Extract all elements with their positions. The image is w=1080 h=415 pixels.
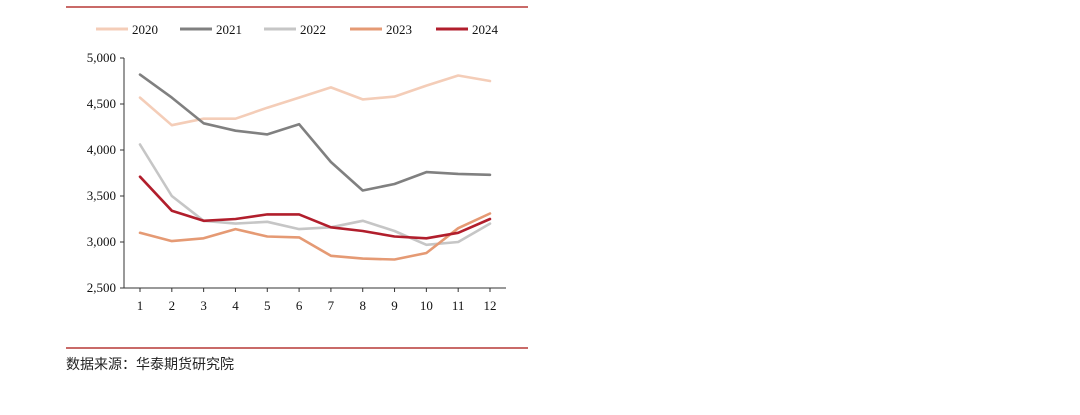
series-lines (138, 73, 492, 261)
legend-label-2021: 2021 (216, 22, 242, 37)
x-tick-label: 2 (169, 298, 176, 313)
series-line-2022 (138, 143, 492, 247)
legend: 2020 2021 2022 2023 2024 (96, 22, 499, 37)
y-tick-label: 2,500 (87, 280, 116, 295)
x-tick-label: 5 (264, 298, 271, 313)
series-line-2024 (138, 175, 492, 240)
y-tick-label: 3,500 (87, 188, 116, 203)
series-line-2023 (138, 212, 492, 261)
x-tick-label: 4 (232, 298, 239, 313)
x-tick-label: 7 (328, 298, 335, 313)
y-tick-label: 4,000 (87, 142, 116, 157)
top-divider (66, 6, 528, 8)
y-tick-label: 3,000 (87, 234, 116, 249)
y-tick-label: 5,000 (87, 50, 116, 65)
legend-label-2020: 2020 (132, 22, 158, 37)
x-tick-label: 3 (200, 298, 207, 313)
series-line-2021 (138, 73, 492, 192)
x-tick-label: 10 (420, 298, 433, 313)
legend-label-2024: 2024 (472, 22, 499, 37)
bottom-divider (66, 347, 528, 349)
x-tick-label: 9 (391, 298, 398, 313)
series-line-2020 (138, 74, 492, 127)
y-tick-label: 4,500 (87, 96, 116, 111)
x-tick-label: 8 (359, 298, 366, 313)
x-tick-label: 11 (452, 298, 465, 313)
x-tick-label: 6 (296, 298, 303, 313)
data-source-note: 数据来源：华泰期货研究院 (66, 357, 234, 373)
x-tick-label: 1 (137, 298, 144, 313)
x-tick-label: 12 (484, 298, 497, 313)
legend-label-2022: 2022 (300, 22, 326, 37)
legend-label-2023: 2023 (386, 22, 412, 37)
line-chart: 2020 2021 2022 2023 2024 2,500 3,000 3,500 4,00… (87, 22, 506, 313)
